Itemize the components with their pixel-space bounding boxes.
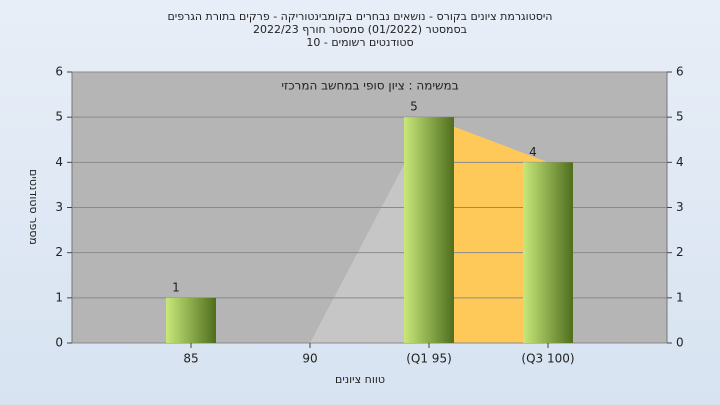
y2-tick-label: 2 xyxy=(676,245,684,259)
y2-tick-label: 4 xyxy=(676,155,684,169)
y2-tick-label: 5 xyxy=(676,110,684,124)
y-axis-label: מספר סטודנטים xyxy=(27,169,40,245)
y2-tick-label: 3 xyxy=(676,200,684,214)
bar xyxy=(523,162,573,343)
y2-tick-label: 0 xyxy=(676,336,684,350)
y-tick-label: 3 xyxy=(55,200,63,214)
chart-subtitle: סטודנטים רשומים - 10 xyxy=(306,36,413,49)
chart-title: היסטוגרמת ציונים בקורס - נושאים נבחרים ב… xyxy=(167,10,552,23)
y2-tick-label: 1 xyxy=(676,290,684,304)
y2-tick-label: 6 xyxy=(676,65,684,79)
value-label: 4 xyxy=(529,145,537,159)
x-tick-label: (Q3 100) xyxy=(521,352,574,366)
y-tick-label: 2 xyxy=(55,245,63,259)
y-tick-label: 0 xyxy=(55,336,63,350)
annotation: במשימה : ציון סופי במחשב המרכזי xyxy=(281,79,458,93)
y-tick-label: 1 xyxy=(55,290,63,304)
chart-subtitle: בסמסטר (01/2022) סמסטר חורף 2022/23 xyxy=(253,23,467,36)
area xyxy=(310,117,429,344)
x-tick-label: (Q1 95) xyxy=(406,352,452,366)
y-tick-label: 5 xyxy=(55,110,63,124)
x-axis-label: טווח ציונים xyxy=(335,373,385,386)
x-tick-label: 90 xyxy=(302,352,317,366)
plot-layer: 0 0 1 1 2 2 3 3 4 4 5 5 6 6 במשימה : ציון סופי במחשב ה… xyxy=(55,65,683,366)
y-tick-label: 4 xyxy=(55,155,63,169)
x-tick-label: 85 xyxy=(183,352,198,366)
bar xyxy=(404,117,454,344)
value-label: 5 xyxy=(410,100,418,114)
bar xyxy=(166,297,216,343)
y-tick-label: 6 xyxy=(55,65,63,79)
area xyxy=(429,117,548,344)
value-label: 1 xyxy=(172,280,180,294)
